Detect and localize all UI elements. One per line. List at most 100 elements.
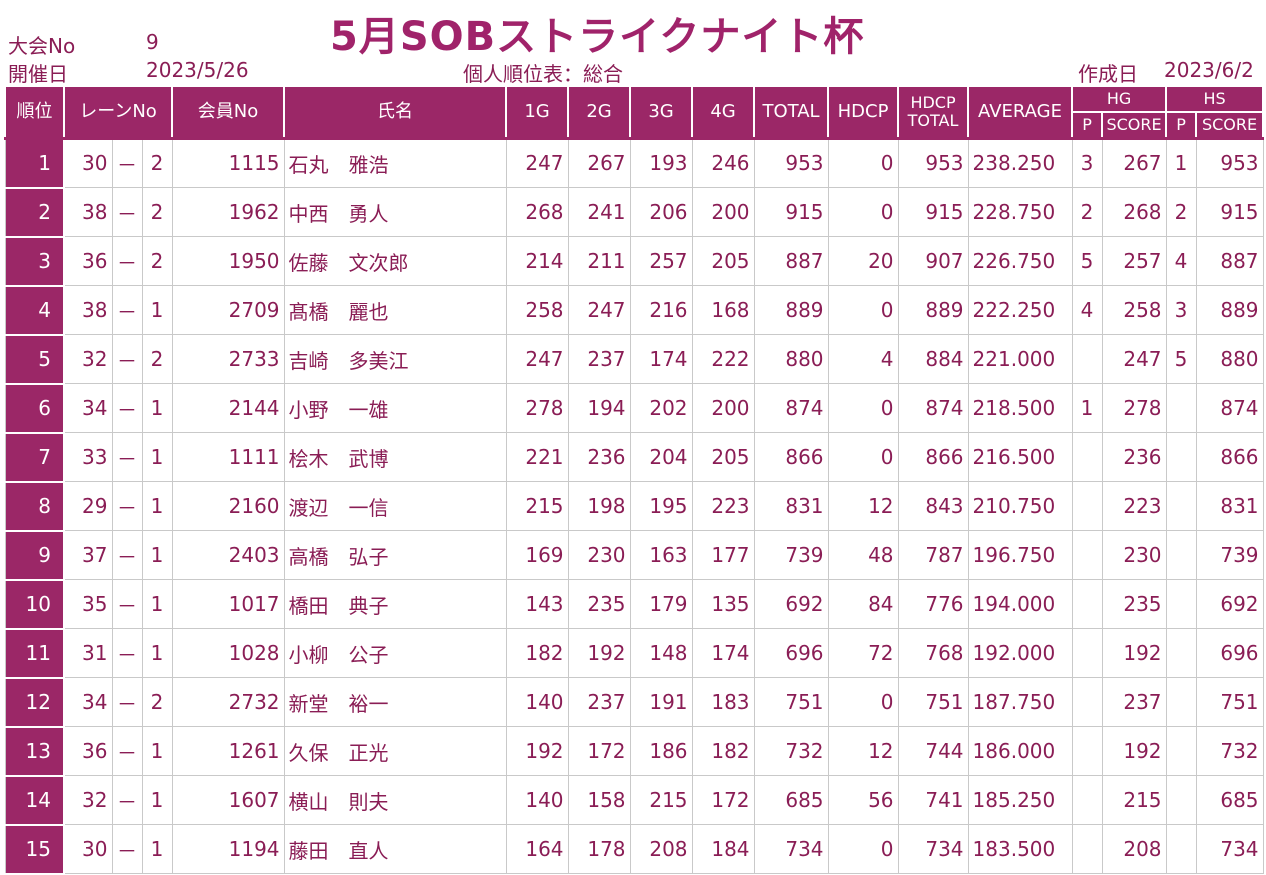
game2-cell: 237 <box>567 334 631 384</box>
lane-side-cell: 2 <box>141 136 173 188</box>
hs-score-cell: 734 <box>1195 824 1264 874</box>
header-hdcp: HDCP <box>827 85 900 139</box>
game2-cell: 158 <box>567 775 631 825</box>
hg-place-cell <box>1071 824 1103 874</box>
header-hs: HS <box>1165 85 1265 113</box>
lane-side-cell: 2 <box>141 236 173 286</box>
header-g2: 2G <box>567 85 632 139</box>
hdcp-cell: 0 <box>827 136 899 188</box>
hdcp-cell: 4 <box>827 334 899 384</box>
header-hdcp-total: HDCP TOTAL <box>897 85 970 139</box>
rank-cell: 12 <box>4 677 65 728</box>
table-row: 11 31 － 1 1028 小柳 公子 182 192 148 174 696 72 768 192.0… <box>4 628 1264 679</box>
hg-score-cell: 192 <box>1101 726 1167 776</box>
sheet-name: 個人順位表：総合 <box>463 62 623 86</box>
lane-side-cell: 2 <box>141 187 173 237</box>
game4-cell: 168 <box>691 285 755 335</box>
game3-cell: 206 <box>629 187 693 237</box>
hdcp-cell: 12 <box>827 481 899 531</box>
game2-cell: 178 <box>567 824 631 874</box>
header-hs-p: P <box>1165 111 1198 139</box>
average-cell: 218.500 <box>967 383 1073 433</box>
hs-place-cell <box>1165 383 1197 433</box>
game2-cell: 236 <box>567 432 631 482</box>
rank-cell: 13 <box>4 726 65 777</box>
average-cell: 187.750 <box>967 677 1073 727</box>
game4-cell: 135 <box>691 579 755 629</box>
table-row: 5 32 － 2 2733 吉崎 多美江 247 237 174 222 880 4 884 221.00… <box>4 334 1264 385</box>
hg-place-cell: 2 <box>1071 187 1103 237</box>
name-cell: 藤田 直人 <box>283 824 507 874</box>
hs-place-cell <box>1165 432 1197 482</box>
average-cell: 221.000 <box>967 334 1073 384</box>
hs-score-cell: 880 <box>1195 334 1264 384</box>
rank-cell: 3 <box>4 236 65 287</box>
lane-number-cell: 38 <box>63 187 113 237</box>
lane-separator-cell: － <box>111 136 143 188</box>
hdcp-cell: 0 <box>827 432 899 482</box>
lane-number-cell: 34 <box>63 383 113 433</box>
hs-score-cell: 831 <box>1195 481 1264 531</box>
rank-cell: 8 <box>4 481 65 532</box>
hdcp-total-cell: 787 <box>897 530 969 580</box>
total-cell: 685 <box>753 775 829 825</box>
hg-place-cell <box>1071 628 1103 678</box>
member-no-cell: 2160 <box>171 481 285 531</box>
created-date: 2023/6/2 <box>1164 58 1254 82</box>
game2-cell: 230 <box>567 530 631 580</box>
hdcp-cell: 48 <box>827 530 899 580</box>
name-cell: 髙橋 麗也 <box>283 285 507 335</box>
hdcp-total-cell: 874 <box>897 383 969 433</box>
member-no-cell: 1115 <box>171 136 285 188</box>
hg-score-cell: 230 <box>1101 530 1167 580</box>
table-row: 9 37 － 1 2403 高橋 弘子 169 230 163 177 739 48 787 196.75… <box>4 530 1264 581</box>
hs-place-cell <box>1165 726 1197 776</box>
lane-separator-cell: － <box>111 579 143 629</box>
game1-cell: 169 <box>505 530 569 580</box>
game3-cell: 195 <box>629 481 693 531</box>
lane-separator-cell: － <box>111 383 143 433</box>
game4-cell: 246 <box>691 136 755 188</box>
rank-cell: 2 <box>4 187 65 238</box>
hs-score-cell: 732 <box>1195 726 1264 776</box>
hs-place-cell: 3 <box>1165 285 1197 335</box>
header-hdcp-total-line2: TOTAL <box>907 110 959 130</box>
average-cell: 186.000 <box>967 726 1073 776</box>
average-cell: 216.500 <box>967 432 1073 482</box>
game1-cell: 247 <box>505 334 569 384</box>
lane-number-cell: 38 <box>63 285 113 335</box>
hg-score-cell: 247 <box>1101 334 1167 384</box>
name-cell: 中西 勇人 <box>283 187 507 237</box>
hdcp-total-cell: 744 <box>897 726 969 776</box>
hg-place-cell: 3 <box>1071 136 1103 188</box>
game2-cell: 247 <box>567 285 631 335</box>
hg-place-cell <box>1071 530 1103 580</box>
hs-place-cell <box>1165 628 1197 678</box>
table-row: 6 34 － 1 2144 小野 一雄 278 194 202 200 874 0 874 218.500… <box>4 383 1264 434</box>
lane-separator-cell: － <box>111 824 143 874</box>
game3-cell: 257 <box>629 236 693 286</box>
header-g1: 1G <box>505 85 570 139</box>
game4-cell: 200 <box>691 383 755 433</box>
game2-cell: 194 <box>567 383 631 433</box>
lane-number-cell: 36 <box>63 726 113 776</box>
lane-separator-cell: － <box>111 628 143 678</box>
game3-cell: 191 <box>629 677 693 727</box>
hdcp-total-cell: 843 <box>897 481 969 531</box>
total-cell: 874 <box>753 383 829 433</box>
game4-cell: 205 <box>691 236 755 286</box>
hdcp-total-cell: 884 <box>897 334 969 384</box>
hg-score-cell: 208 <box>1101 824 1167 874</box>
game1-cell: 164 <box>505 824 569 874</box>
hdcp-total-cell: 866 <box>897 432 969 482</box>
total-cell: 953 <box>753 136 829 188</box>
hdcp-total-cell: 768 <box>897 628 969 678</box>
hs-place-cell <box>1165 481 1197 531</box>
game3-cell: 186 <box>629 726 693 776</box>
lane-side-cell: 1 <box>141 775 173 825</box>
header-g4: 4G <box>691 85 756 139</box>
game3-cell: 193 <box>629 136 693 188</box>
hdcp-total-cell: 907 <box>897 236 969 286</box>
hdcp-cell: 0 <box>827 383 899 433</box>
hs-place-cell: 4 <box>1165 236 1197 286</box>
